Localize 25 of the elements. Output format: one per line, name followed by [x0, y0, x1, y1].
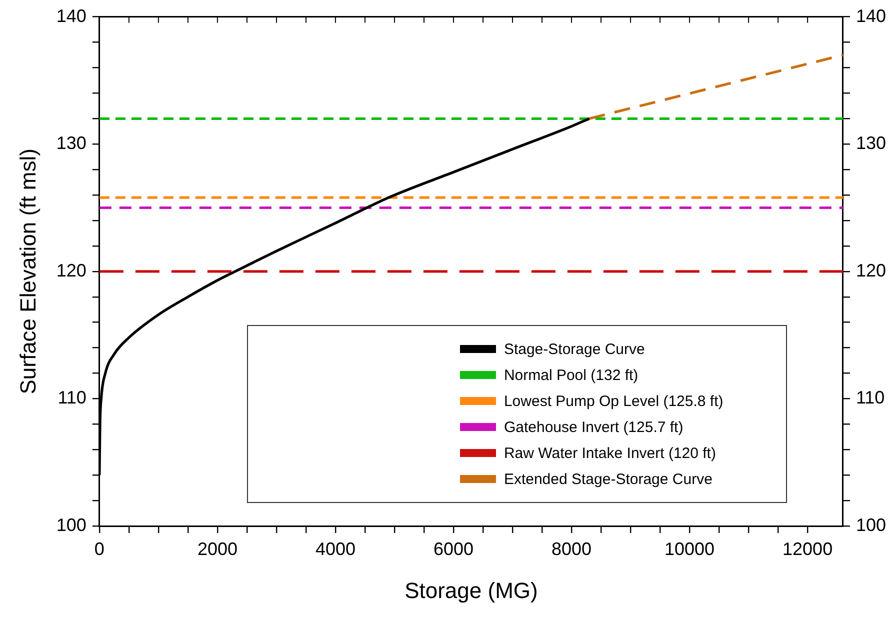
y2-tick-label: 130 — [856, 133, 886, 154]
legend-label: Stage-Storage Curve — [504, 340, 645, 358]
y-tick-label: 100 — [56, 514, 86, 535]
legend-label: Normal Pool (132 ft) — [504, 366, 638, 384]
legend-label: Extended Stage-Storage Curve — [504, 470, 712, 488]
y-tick-label: 130 — [56, 133, 86, 154]
x-axis-title: Storage (MG) — [404, 578, 538, 603]
legend-label: Gatehouse Invert (125.7 ft) — [504, 418, 684, 436]
x-tick-label: 10000 — [664, 538, 715, 559]
legend-label: Raw Water Intake Invert (120 ft) — [504, 444, 716, 462]
x-tick-label: 6000 — [433, 538, 474, 559]
y2-tick-label: 120 — [856, 260, 886, 280]
y-tick-label: 120 — [56, 260, 86, 280]
y-tick-label: 110 — [58, 388, 86, 408]
y-tick-label: 140 — [56, 6, 86, 26]
x-tick-label: 12000 — [782, 538, 833, 559]
x-tick-label: 4000 — [315, 538, 356, 559]
y2-tick-label: 140 — [856, 6, 886, 26]
x-tick-label: 2000 — [197, 538, 238, 559]
y2-tick-label: 110 — [856, 388, 885, 408]
legend-label: Lowest Pump Op Level (125.8 ft) — [504, 392, 724, 410]
y-axis-title: Surface Elevation (ft msl) — [15, 148, 40, 394]
x-tick-label: 0 — [94, 538, 104, 559]
y2-tick-label: 100 — [856, 514, 886, 535]
x-tick-label: 8000 — [551, 538, 592, 559]
